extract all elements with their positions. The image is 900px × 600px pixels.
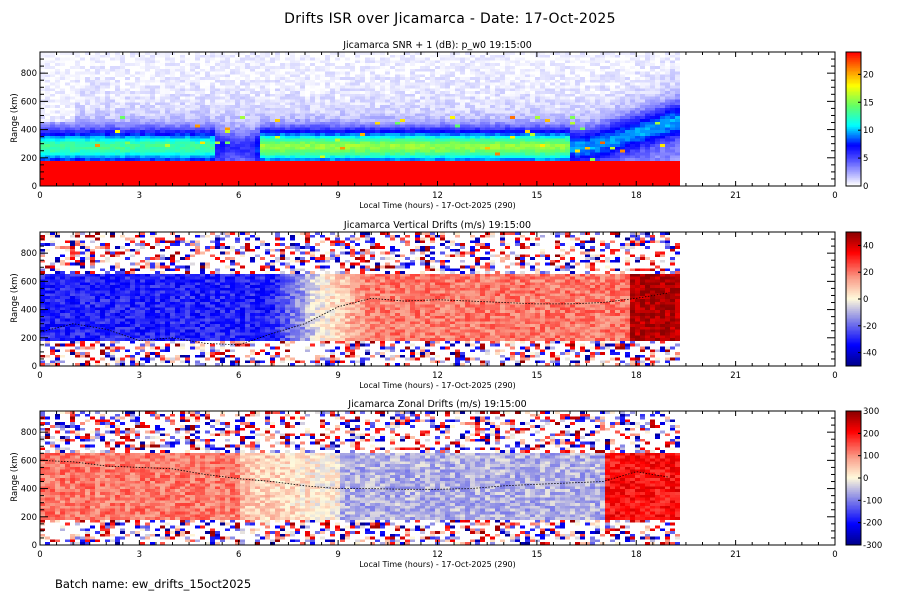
zonal-x-tick-label: 6 (236, 550, 241, 560)
zonal-peak-height-trace (39, 460, 670, 490)
snr-colorbar-tick-label: 0 (863, 182, 868, 192)
zonal-colorbar-tick-label: -200 (863, 519, 882, 529)
vertical-x-tick-label: 12 (432, 371, 443, 381)
zonal-y-tick-label: 600 (21, 456, 37, 466)
zonal-x-tick-label: 18 (631, 550, 642, 560)
vertical-x-tick-label: 9 (335, 371, 340, 381)
vertical-x-tick-label: 21 (730, 371, 741, 381)
zonal-drift-heatmap (40, 411, 680, 545)
zonal-colorbar-tick-label: 200 (863, 429, 879, 439)
zonal-x-tick-label: 0 (37, 550, 42, 560)
vertical-colorbar-tick-label: 0 (863, 295, 868, 305)
snr-colorbar (846, 52, 861, 186)
snr-x-tick-label: 0 (37, 191, 42, 201)
snr-colorbar-tick-label: 10 (863, 126, 874, 136)
vertical-colorbar-tick-label: -20 (863, 322, 877, 332)
zonal-x-tick-label: 21 (730, 550, 741, 560)
snr-colorbar-tick-label: 15 (863, 98, 874, 108)
figure-title: Drifts ISR over Jicamarca - Date: 17-Oct… (284, 11, 616, 27)
zonal-plot-frame (39, 410, 836, 546)
zonal-colorbar-tick-label: 100 (863, 452, 879, 462)
zonal-x-tick-label: 9 (335, 550, 340, 560)
vertical-x-axis-label: Local Time (hours) - 17-Oct-2025 (290) (359, 381, 516, 390)
snr-plot-frame (39, 51, 836, 187)
vertical-y-tick-label: 400 (21, 306, 37, 316)
snr-x-tick-label: 18 (631, 191, 642, 201)
zonal-x-tick-label: 0 (832, 550, 837, 560)
zonal-x-tick-label: 15 (531, 550, 542, 560)
zonal-y-tick-label: 400 (21, 485, 37, 495)
snr-y-tick-label: 600 (21, 97, 37, 107)
snr-x-tick-label: 9 (335, 191, 340, 201)
vertical-x-tick-label: 0 (37, 371, 42, 381)
zonal-y-tick-label: 0 (32, 541, 37, 551)
vertical-y-tick-label: 600 (21, 277, 37, 287)
zonal-colorbar-tick-label: -100 (863, 496, 882, 506)
zonal-x-tick-label: 12 (432, 550, 443, 560)
batch-name-label: Batch name: ew_drifts_15oct2025 (55, 577, 252, 591)
vertical-y-tick-label: 0 (32, 362, 37, 372)
snr-x-tick-label: 21 (730, 191, 741, 201)
vertical-y-tick-label: 800 (21, 249, 37, 259)
vertical-x-tick-label: 18 (631, 371, 642, 381)
vertical-colorbar-tick-label: -40 (863, 349, 877, 359)
snr-x-tick-label: 3 (137, 191, 142, 201)
snr-y-tick-label: 200 (21, 154, 37, 164)
vertical-y-tick-label: 200 (21, 334, 37, 344)
snr-y-tick-label: 400 (21, 126, 37, 136)
zonal-colorbar (846, 411, 861, 545)
snr-x-tick-label: 12 (432, 191, 443, 201)
snr-colorbar-tick-label: 20 (863, 70, 874, 80)
vertical-colorbar (846, 232, 861, 366)
vertical-drift-heatmap (40, 232, 680, 366)
zonal-panel-title: Jicamarca Zonal Drifts (m/s) 19:15:00 (348, 399, 527, 410)
vertical-peak-height-trace (39, 292, 670, 346)
snr-heatmap (40, 52, 680, 186)
vertical-colorbar-tick-label: 20 (863, 268, 874, 278)
zonal-x-axis-label: Local Time (hours) - 17-Oct-2025 (290) (359, 560, 516, 569)
snr-y-tick-label: 800 (21, 69, 37, 79)
zonal-y-tick-label: 200 (21, 513, 37, 523)
vertical-x-tick-label: 0 (832, 371, 837, 381)
zonal-x-tick-label: 3 (137, 550, 142, 560)
vertical-x-tick-label: 15 (531, 371, 542, 381)
vertical-x-tick-label: 6 (236, 371, 241, 381)
snr-y-tick-label: 0 (32, 182, 37, 192)
vertical-panel-title: Jicamarca Vertical Drifts (m/s) 19:15:00 (343, 220, 532, 231)
snr-x-axis-label: Local Time (hours) - 17-Oct-2025 (290) (359, 201, 516, 210)
snr-x-tick-label: 0 (832, 191, 837, 201)
snr-colorbar-tick-label: 5 (863, 154, 868, 164)
zonal-colorbar-tick-label: -300 (863, 541, 882, 551)
snr-x-tick-label: 15 (531, 191, 542, 201)
vertical-colorbar-tick-label: 40 (863, 241, 874, 251)
vertical-plot-frame (39, 231, 836, 367)
zonal-y-tick-label: 800 (21, 428, 37, 438)
vertical-x-tick-label: 3 (137, 371, 142, 381)
snr-panel-title: Jicamarca SNR + 1 (dB): p_w0 19:15:00 (343, 40, 532, 51)
snr-colorbar-frame (845, 51, 862, 187)
zonal-colorbar-tick-label: 0 (863, 474, 868, 484)
snr-x-tick-label: 6 (236, 191, 241, 201)
zonal-colorbar-tick-label: 300 (863, 407, 879, 417)
